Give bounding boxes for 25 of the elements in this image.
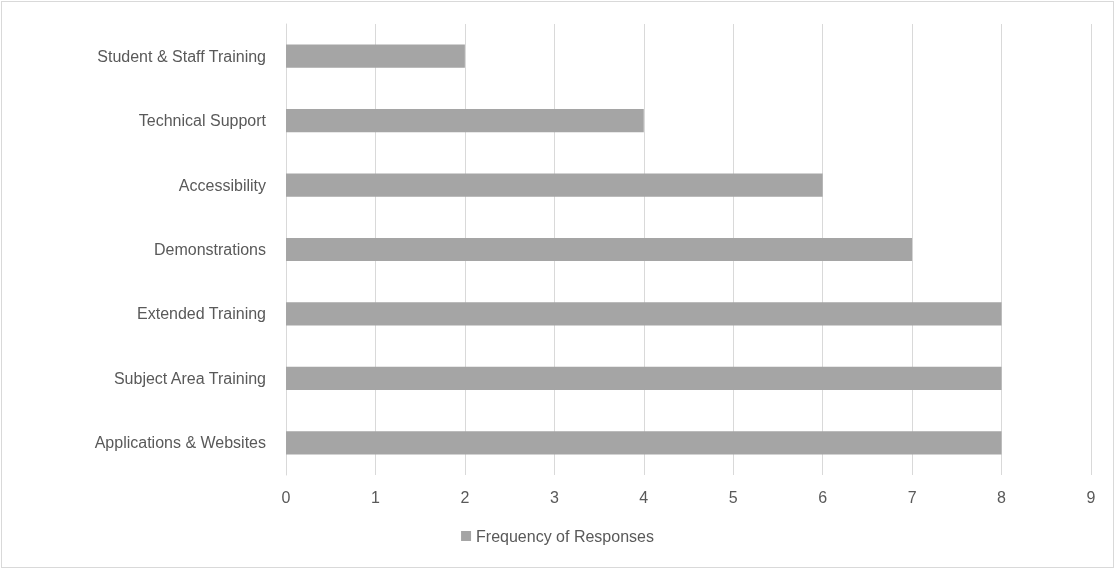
y-tick-label: Applications & Websites (94, 434, 266, 452)
bar (286, 366, 1002, 390)
y-tick-label: Accessibility (178, 176, 266, 194)
x-tick-label: 6 (818, 488, 828, 506)
bar (286, 173, 823, 197)
bar (286, 431, 1002, 455)
bar (286, 237, 913, 262)
x-tick-label: 3 (549, 488, 559, 506)
y-tick-label: Technical Support (138, 112, 267, 130)
x-tick-label: 8 (997, 488, 1007, 506)
y-tick-label: Subject Area Training (113, 369, 266, 387)
x-tick-label: 5 (728, 488, 738, 506)
bar (286, 109, 644, 133)
legend-label: Frequency of Responses (476, 527, 654, 545)
x-tick-label: 9 (1086, 488, 1096, 506)
y-tick-label: Student & Staff Training (97, 47, 266, 65)
x-tick-label: 0 (281, 488, 291, 506)
y-tick-label: Extended Training (137, 305, 266, 323)
bar (286, 302, 1002, 326)
bar (286, 44, 465, 68)
y-tick-label: Demonstrations (153, 241, 266, 258)
x-tick-label: 7 (907, 488, 917, 506)
x-tick-label: 4 (639, 488, 649, 506)
x-tick-label: 2 (460, 488, 470, 506)
x-tick-label: 1 (370, 488, 380, 506)
